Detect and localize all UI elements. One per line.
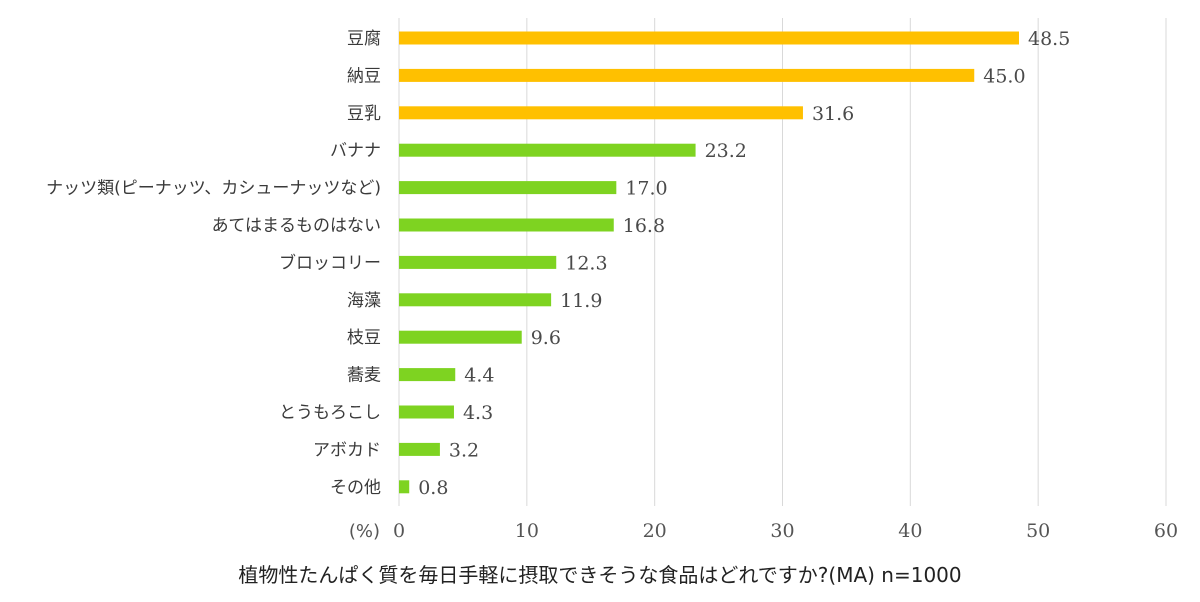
data-label: 4.3 bbox=[463, 402, 493, 424]
category-label: 豆腐 bbox=[347, 29, 381, 49]
category-label: 蕎麦 bbox=[347, 366, 381, 386]
data-label: 45.0 bbox=[983, 65, 1025, 87]
data-label: 4.4 bbox=[464, 365, 494, 387]
x-tick-label: 0 bbox=[393, 520, 405, 542]
x-tick-label: 20 bbox=[643, 520, 667, 542]
category-label: 豆乳 bbox=[347, 104, 381, 124]
category-label: ブロッコリー bbox=[279, 252, 381, 273]
bar bbox=[399, 31, 1019, 45]
bar bbox=[399, 143, 696, 157]
bar bbox=[399, 405, 454, 419]
value-labels: 48.545.0 31.6 23.2 17.0 16.8 12.3 11.9 9.6 4.4 4.… bbox=[418, 28, 1070, 499]
bar bbox=[399, 255, 557, 269]
x-tick-label: 50 bbox=[1026, 520, 1050, 542]
category-label: 納豆 bbox=[347, 66, 381, 86]
data-label: 23.2 bbox=[705, 140, 747, 162]
category-label: アボカド bbox=[313, 440, 381, 460]
bar bbox=[399, 106, 803, 120]
category-label: その他 bbox=[330, 478, 381, 498]
x-tick-label: 40 bbox=[898, 520, 922, 542]
data-label: 9.6 bbox=[531, 327, 561, 349]
unit-label: (%) bbox=[349, 521, 380, 542]
data-label: 48.5 bbox=[1028, 28, 1070, 50]
data-label: 16.8 bbox=[623, 215, 665, 237]
bar bbox=[399, 293, 552, 307]
data-label: 3.2 bbox=[449, 439, 479, 461]
bar bbox=[399, 218, 614, 232]
data-label: 11.9 bbox=[560, 290, 602, 312]
category-label: 枝豆 bbox=[347, 328, 381, 348]
category-label: 海藻 bbox=[347, 291, 381, 311]
bar bbox=[399, 442, 440, 456]
category-label: ナッツ類(ピーナッツ、カシューナッツなど) bbox=[46, 179, 381, 199]
bar bbox=[399, 480, 410, 494]
bar bbox=[399, 68, 975, 82]
bar bbox=[399, 330, 522, 344]
data-label: 31.6 bbox=[812, 103, 854, 125]
data-label: 17.0 bbox=[625, 178, 667, 200]
data-label: 12.3 bbox=[565, 252, 607, 274]
x-tick-label: 30 bbox=[770, 520, 794, 542]
x-tick-label: 10 bbox=[515, 520, 539, 542]
category-label: あてはまるものはない bbox=[212, 216, 381, 236]
bar bbox=[399, 181, 617, 195]
category-label: バナナ bbox=[330, 141, 381, 161]
bar bbox=[399, 368, 456, 382]
category-label: とうもろこし bbox=[279, 403, 381, 423]
bars bbox=[399, 31, 1019, 494]
chart-title: 植物性たんぱく質を毎日手軽に摂取できそうな食品はどれですか?(MA) n=100… bbox=[238, 563, 961, 587]
x-tick-label: 60 bbox=[1154, 520, 1178, 542]
x-axis-ticks: 0 10 20 30 40 50 60 bbox=[393, 520, 1178, 542]
grid-lines bbox=[398, 18, 1167, 506]
data-label: 0.8 bbox=[418, 477, 448, 499]
